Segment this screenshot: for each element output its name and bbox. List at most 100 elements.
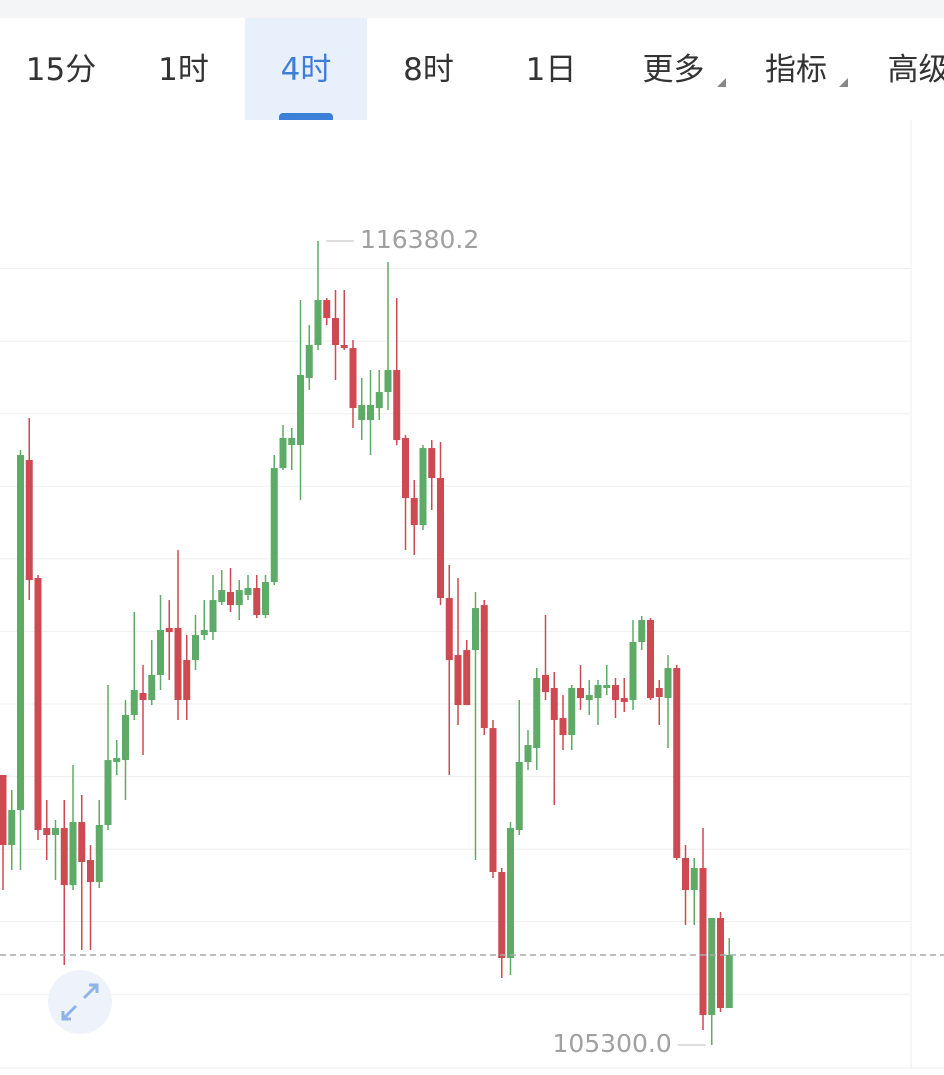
- candle-body: [437, 478, 444, 599]
- candle-body: [139, 693, 147, 701]
- candle-body: [235, 590, 243, 606]
- candle-body: [524, 745, 532, 763]
- candle-body: [603, 685, 611, 689]
- candle-body: [515, 762, 523, 831]
- dropdown-indicator: [716, 78, 726, 87]
- candle-body: [288, 438, 296, 446]
- candle-body: [533, 677, 541, 749]
- candle-body: [550, 688, 558, 721]
- candle-body: [577, 688, 584, 699]
- candle-body: [419, 448, 427, 526]
- candle-body: [174, 627, 182, 701]
- candle-body: [375, 392, 383, 409]
- candle-body: [297, 375, 304, 446]
- timeframe-toolbar: 15分 1时 4时 8时 1日 更多 指标 高级: [0, 18, 944, 120]
- candle-body: [130, 690, 138, 715]
- candle-body: [463, 650, 471, 706]
- timeframe-tab[interactable]: 1时: [158, 52, 209, 88]
- candle-body: [480, 605, 488, 729]
- candle-body: [445, 598, 453, 660]
- candle-body: [358, 405, 366, 421]
- candle-body: [367, 405, 374, 421]
- candle-body: [717, 918, 724, 1008]
- candle-body: [192, 635, 199, 660]
- candle-body: [620, 698, 628, 703]
- candle-body: [270, 468, 278, 583]
- candle-body: [262, 582, 269, 616]
- candle-body: [682, 858, 689, 891]
- candle-body: [279, 438, 287, 469]
- max-label: 116380.2: [360, 225, 479, 254]
- candle-body: [542, 675, 549, 692]
- timeframe-tab[interactable]: 4时: [245, 18, 367, 120]
- candle-body: [472, 608, 479, 651]
- min-label: 105300.0: [552, 1029, 671, 1058]
- candle-body: [183, 659, 191, 701]
- dropdown-indicator: [839, 78, 848, 87]
- candle-body: [122, 714, 129, 761]
- candle-body: [305, 345, 313, 379]
- candle-body: [559, 718, 567, 736]
- candle-body: [43, 828, 51, 836]
- candle-body: [104, 760, 112, 825]
- status-strip: [0, 0, 944, 18]
- candle-body: [60, 828, 68, 886]
- candle-body: [690, 868, 698, 891]
- candle-body: [489, 728, 497, 873]
- candle-body: [0, 775, 7, 846]
- candle-body: [664, 668, 672, 699]
- candle-body: [594, 685, 602, 699]
- candle-body: [209, 600, 217, 633]
- candle-body: [410, 498, 418, 526]
- candle-body: [253, 588, 261, 616]
- timeframe-tab[interactable]: 8时: [403, 52, 454, 88]
- timeframe-tab[interactable]: 高级: [887, 52, 944, 88]
- candle-body: [647, 620, 654, 699]
- candle-body: [673, 668, 681, 859]
- timeframe-tab[interactable]: 1日: [525, 52, 577, 88]
- candle-body: [507, 828, 514, 958]
- candle-body: [332, 318, 339, 346]
- candle-body: [612, 685, 619, 701]
- candle-body: [34, 578, 42, 831]
- candle-body: [314, 300, 322, 346]
- candle-body: [227, 592, 234, 606]
- candle-body: [148, 675, 156, 701]
- candle-body: [165, 627, 173, 633]
- candle-body: [17, 455, 24, 811]
- candle-body: [200, 630, 208, 636]
- candle-body: [498, 872, 506, 958]
- candle-body: [95, 824, 103, 883]
- candle-body: [323, 300, 331, 319]
- candle-body: [638, 620, 646, 642]
- candle-body: [428, 448, 436, 479]
- candle-body: [218, 590, 226, 603]
- candle-body: [629, 641, 637, 701]
- candle-body: [585, 695, 593, 701]
- candle-body: [25, 460, 33, 581]
- candle-body: [402, 438, 409, 499]
- candle-body: [78, 822, 86, 863]
- candle-body: [340, 345, 348, 349]
- candle-body: [454, 655, 462, 706]
- expand-button[interactable]: [48, 970, 112, 1034]
- timeframe-tab[interactable]: 更多: [642, 52, 705, 88]
- candle-body: [349, 348, 357, 409]
- candle-body: [244, 588, 252, 596]
- candle-body: [568, 688, 576, 736]
- candle-body: [69, 822, 77, 886]
- candle-body: [655, 688, 663, 697]
- candle-body: [393, 370, 401, 441]
- candle-body: [87, 860, 94, 883]
- candle-body: [708, 918, 716, 1016]
- candle-body: [384, 370, 392, 393]
- timeframe-tab[interactable]: 指标: [765, 52, 827, 88]
- candle-body: [8, 810, 16, 846]
- candle-body: [157, 630, 164, 676]
- candle-body: [113, 758, 121, 763]
- candle-body: [725, 955, 733, 1008]
- timeframe-tab[interactable]: 15分: [25, 52, 97, 88]
- candle-body: [699, 868, 707, 1016]
